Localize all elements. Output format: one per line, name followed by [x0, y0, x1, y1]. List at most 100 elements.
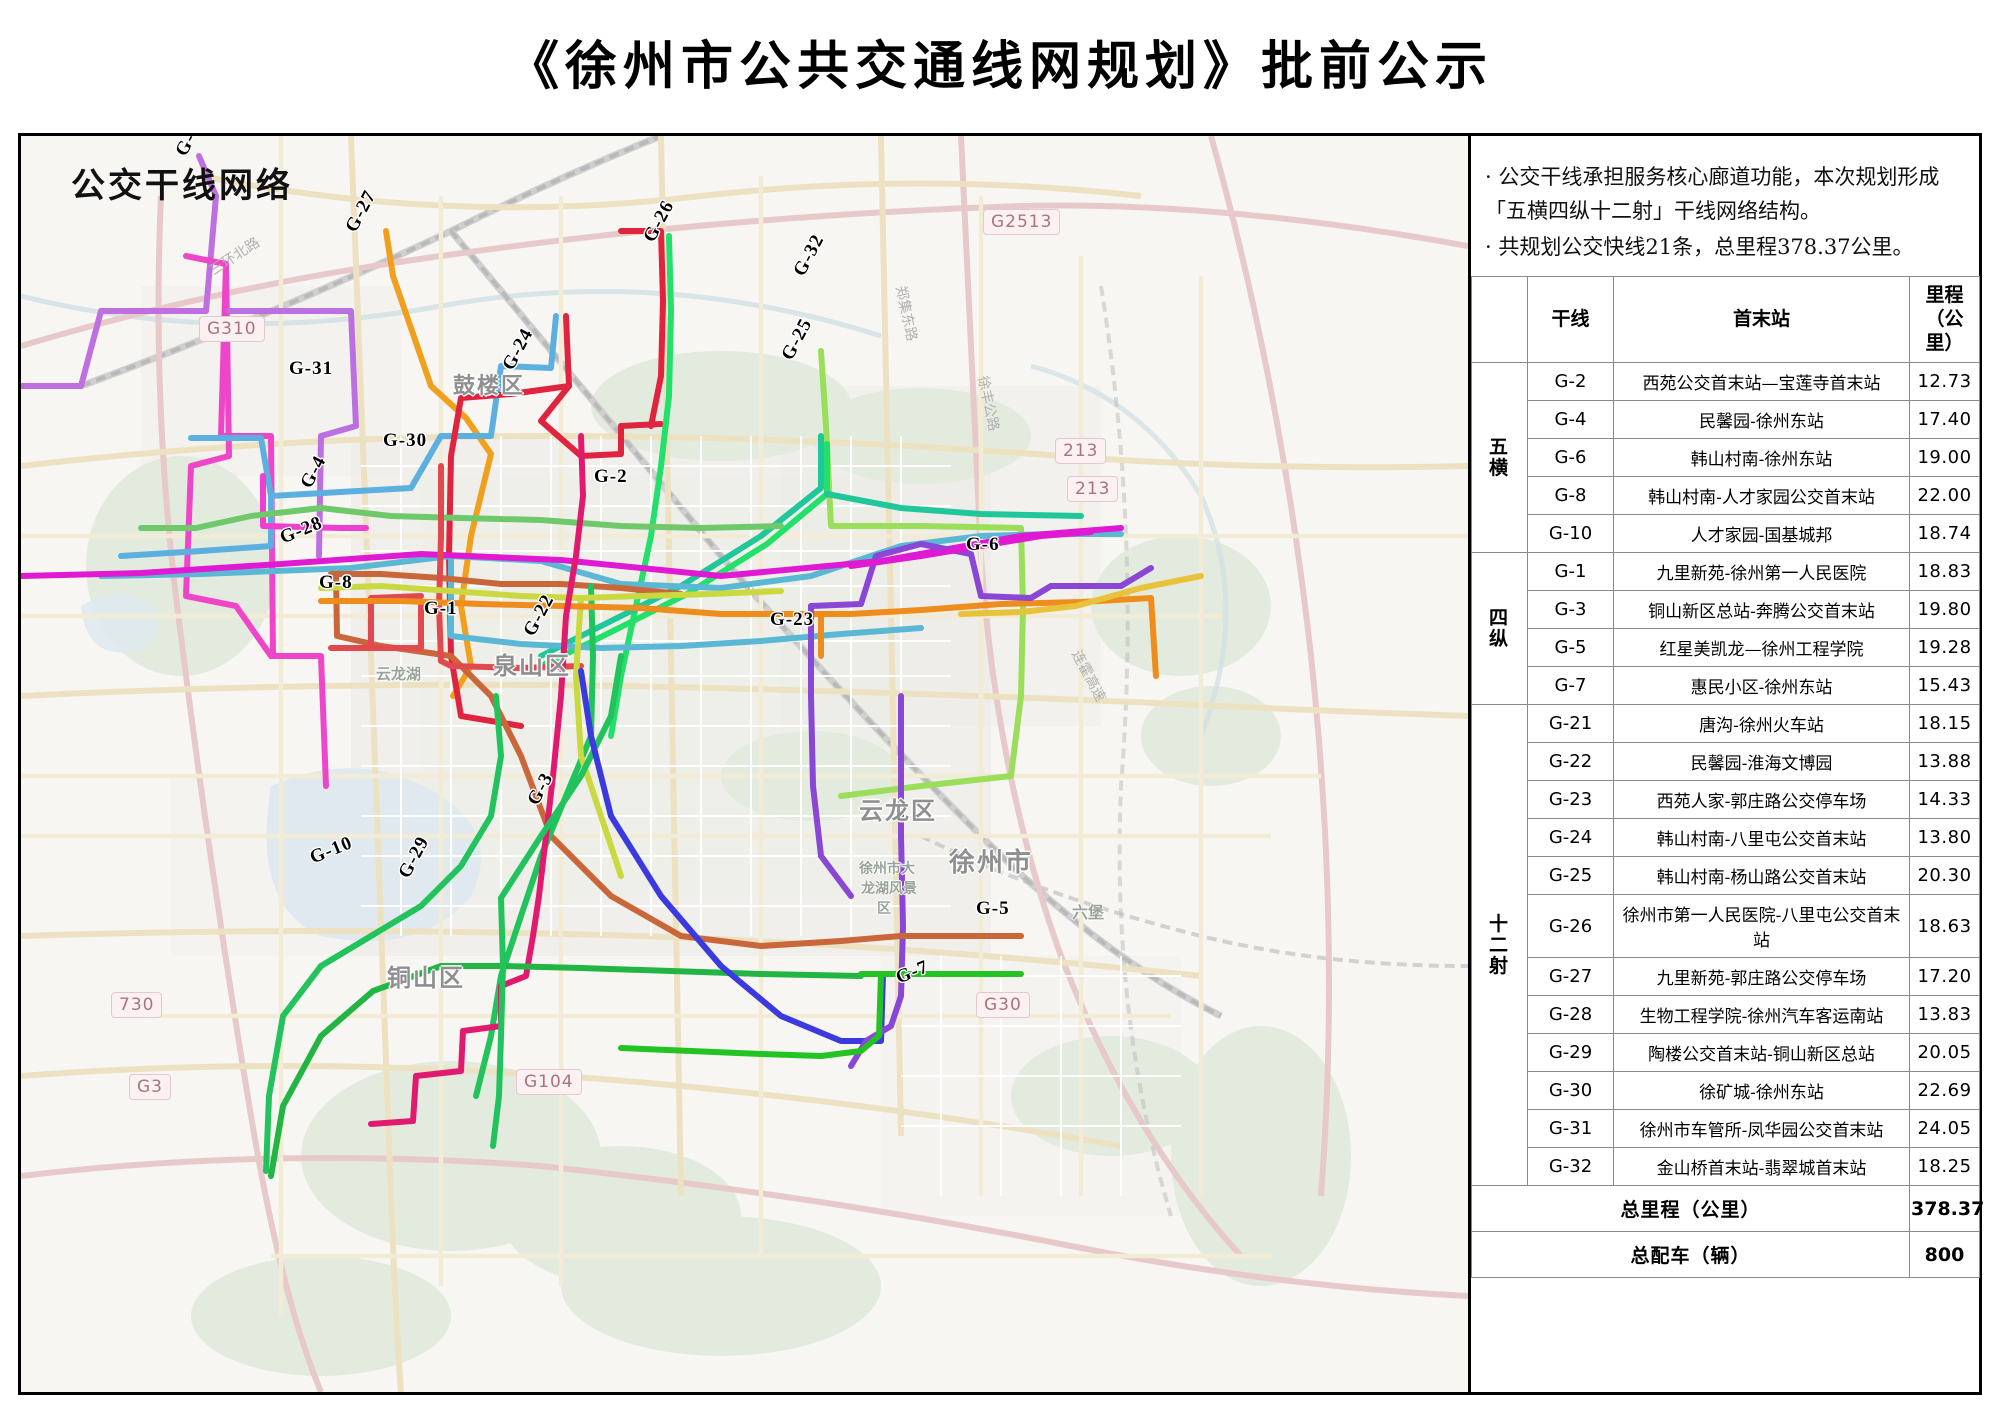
table-head: 干线 首末站 里程 （公里）: [1471, 276, 1980, 364]
mileage-cell: 18.25: [1909, 1147, 1980, 1187]
table-row: G-24 韩山村南-八里屯公交首末站 13.80: [1472, 818, 1980, 858]
total-value: 800: [1909, 1231, 1980, 1279]
transit-map[interactable]: .bg {fill:#f7f6f3;} .blk {fill:#efeeea;}…: [21, 136, 1471, 1392]
terminals-cell: 惠民小区-徐州东站: [1613, 666, 1910, 706]
route-label-g-6: G-6: [966, 534, 1000, 555]
table-row: G-28 生物工程学院-徐州汽车客运南站 13.83: [1472, 995, 1980, 1035]
line-id-cell: G-32: [1527, 1147, 1614, 1187]
road-shield: G3: [129, 1074, 171, 1100]
col-header-km-line1: 里程: [1925, 284, 1964, 307]
table-row: G-22 民馨园-淮海文博园 13.88: [1472, 742, 1980, 782]
terminals-cell: 生物工程学院-徐州汽车客运南站: [1613, 995, 1910, 1035]
line-id-cell: G-21: [1527, 704, 1614, 744]
total-row: 总配车（辆） 800: [1471, 1231, 1980, 1279]
terminals-cell: 韩山村南-杨山路公交首末站: [1613, 856, 1910, 896]
table-row: 四纵 G-1 九里新苑-徐州第一人民医院 18.83: [1471, 552, 1980, 706]
table-row: G-25 韩山村南-杨山路公交首末站 20.30: [1472, 856, 1980, 896]
table-row: 五横 G-2 西苑公交首末站—宝莲寺首末站 12.73: [1471, 362, 1980, 554]
terminals-cell: 九里新苑-郭庄路公交停车场: [1613, 957, 1910, 997]
mileage-cell: 18.63: [1909, 894, 1980, 959]
terminals-cell: 韩山村南-人才家园公交首末站: [1613, 476, 1910, 516]
title-bar: 《徐州市公共交通线网规划》批前公示: [0, 22, 2000, 100]
line-id-cell: G-24: [1527, 818, 1614, 858]
mileage-cell: 13.83: [1909, 995, 1980, 1035]
table-row: G-23 西苑人家-郭庄路公交停车场 14.33: [1472, 780, 1980, 820]
terminals-cell: 九里新苑-徐州第一人民医院: [1613, 552, 1910, 592]
table-row: G-3 铜山新区总站-奔腾公交首末站 19.80: [1472, 590, 1980, 630]
terminals-cell: 西苑人家-郭庄路公交停车场: [1613, 780, 1910, 820]
mileage-cell: 17.40: [1909, 400, 1980, 440]
table-row: G-30 徐矿城-徐州东站 22.69: [1472, 1071, 1980, 1111]
district-label: 泉山区: [493, 652, 571, 680]
district-label: 铜山区: [387, 964, 465, 992]
mileage-cell: 22.69: [1909, 1071, 1980, 1111]
mileage-cell: 20.30: [1909, 856, 1980, 896]
table-row: G-8 韩山村南-人才家园公交首末站 22.00: [1472, 476, 1980, 516]
table-row: G-7 惠民小区-徐州东站 15.43: [1472, 666, 1980, 706]
route-label-g-31: G-31: [289, 358, 334, 379]
total-row: 总里程（公里） 378.37: [1471, 1185, 1984, 1233]
terminals-cell: 铜山新区总站-奔腾公交首末站: [1613, 590, 1910, 630]
place-label: 龙湖风景: [861, 881, 917, 897]
district-label: 云龙区: [859, 797, 937, 825]
mileage-cell: 18.74: [1909, 514, 1980, 554]
line-id-cell: G-8: [1527, 476, 1614, 516]
bullet-2: · 共规划公交快线21条，总里程378.37公里。: [1485, 235, 1914, 260]
table-row: G-27 九里新苑-郭庄路公交停车场 17.20: [1472, 957, 1980, 997]
mileage-cell: 22.00: [1909, 476, 1980, 516]
line-id-cell: G-31: [1527, 1109, 1614, 1149]
col-header-terminals: 首末站: [1613, 276, 1910, 364]
col-header-group: [1471, 276, 1528, 364]
terminals-cell: 徐州市车管所-凤华园公交首末站: [1613, 1109, 1910, 1149]
table-row: G-5 红星美凯龙—徐州工程学院 19.28: [1472, 628, 1980, 668]
table-row: G-32 金山桥首末站-翡翠城首末站 18.25: [1472, 1147, 1980, 1187]
table-body: 五横 G-2 西苑公交首末站—宝莲寺首末站 12.73 G-4 民馨园-徐州东站 17.40…: [1471, 362, 1984, 1279]
group-cell: 五横: [1471, 362, 1528, 554]
content-frame: .bg {fill:#f7f6f3;} .blk {fill:#efeeea;}…: [18, 133, 1984, 1395]
road-shield: G30: [976, 992, 1030, 1018]
line-id-cell: G-7: [1527, 666, 1614, 706]
table-row: 十二射 G-21 唐沟-徐州火车站 18.15: [1471, 704, 1980, 1187]
trunk-line-table: 干线 首末站 里程 （公里） 五横 G-2 西苑公交首末站—宝莲寺首末站 12.73 G…: [1471, 276, 1984, 1279]
road-shield: G104: [516, 1069, 582, 1095]
road-shield: 213: [1067, 476, 1119, 502]
route-label-g-1: G-1: [424, 598, 458, 619]
line-id-cell: G-25: [1527, 856, 1614, 896]
page-title: 《徐州市公共交通线网规划》批前公示: [506, 35, 1493, 97]
district-label: 徐州市: [949, 848, 1034, 878]
terminals-cell: 民馨园-徐州东站: [1613, 400, 1910, 440]
mileage-cell: 18.83: [1909, 552, 1980, 592]
mileage-cell: 17.20: [1909, 957, 1980, 997]
line-id-cell: G-29: [1527, 1033, 1614, 1073]
map-heading: 公交干线网络: [71, 166, 293, 206]
group-cell: 十二射: [1471, 704, 1528, 1187]
table-header-row: 干线 首末站 里程 （公里）: [1471, 276, 1980, 364]
table-row: G-26 徐州市第一人民医院-八里屯公交首末站 18.63: [1472, 894, 1980, 959]
mileage-cell: 15.43: [1909, 666, 1980, 706]
road-shield: 213: [1055, 438, 1107, 464]
line-id-cell: G-10: [1527, 514, 1614, 554]
line-id-cell: G-26: [1527, 894, 1614, 959]
table-row: G-10 人才家园-国基城邦 18.74: [1472, 514, 1980, 554]
district-label: 鼓楼区: [453, 374, 526, 399]
line-id-cell: G-1: [1527, 552, 1614, 592]
line-id-cell: G-28: [1527, 995, 1614, 1035]
table-row: G-6 韩山村南-徐州东站 19.00: [1472, 438, 1980, 478]
summary-bullets: · 公交干线承担服务核心廊道功能，本次规划形成「五横四纵十二射」干线网络结构。 …: [1471, 136, 1979, 276]
line-id-cell: G-27: [1527, 957, 1614, 997]
mileage-cell: 14.33: [1909, 780, 1980, 820]
route-label-g-2: G-2: [594, 466, 628, 487]
table-row: G-29 陶楼公交首末站-铜山新区总站 20.05: [1472, 1033, 1980, 1073]
mileage-cell: 19.80: [1909, 590, 1980, 630]
line-id-cell: G-6: [1527, 438, 1614, 478]
road-shield: G2513: [983, 209, 1061, 235]
mileage-cell: 18.15: [1909, 704, 1980, 744]
total-value: 378.37: [1909, 1185, 1984, 1233]
terminals-cell: 徐州市第一人民医院-八里屯公交首末站: [1613, 894, 1910, 959]
terminals-cell: 唐沟-徐州火车站: [1613, 704, 1910, 744]
route-label-g-30: G-30: [383, 430, 428, 451]
route-label-g-5: G-5: [976, 898, 1010, 919]
terminals-cell: 人才家园-国基城邦: [1613, 514, 1910, 554]
col-header-km-line2: （公里）: [1925, 307, 1964, 354]
line-id-cell: G-23: [1527, 780, 1614, 820]
